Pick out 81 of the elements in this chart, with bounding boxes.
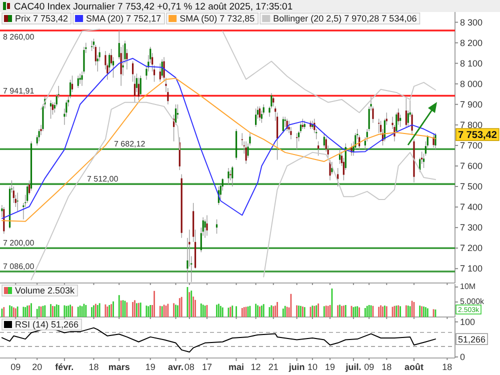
candlestick xyxy=(258,106,261,122)
x-tick-label: févr. xyxy=(55,362,74,372)
ref-line-label: 8 260,00 xyxy=(3,32,35,42)
candlestick xyxy=(432,132,434,148)
candlestick xyxy=(138,77,140,101)
x-tick-label: 10 xyxy=(307,362,318,372)
candlestick xyxy=(338,149,341,164)
candlestick xyxy=(329,159,331,181)
ref-line-label: 7 512,00 xyxy=(87,174,119,184)
y-tick-label: 8 100 xyxy=(460,58,483,68)
candlestick xyxy=(16,192,18,212)
candlestick xyxy=(228,168,230,185)
x-tick-label: 18 xyxy=(88,362,99,372)
x-tick-label: 18 xyxy=(382,362,392,372)
x-tick-label: juil. xyxy=(344,362,362,372)
legend-label: Volume 2.503k xyxy=(15,286,76,296)
ref-line-label: 7 682,12 xyxy=(114,140,146,149)
candlestick xyxy=(204,219,206,238)
x-tick-label: avr. xyxy=(168,362,184,372)
y-tick-label: 0 xyxy=(460,352,466,362)
ref-line-label: 7 086,00 xyxy=(3,262,35,272)
y-tick-label: 8 300 xyxy=(460,17,483,28)
candlestick xyxy=(255,108,257,128)
candlestick xyxy=(296,132,298,150)
x-tick-label: 09 xyxy=(10,362,21,372)
y-tick-label: 7 200 xyxy=(460,243,483,254)
candlestick xyxy=(140,75,142,97)
candlestick xyxy=(323,132,325,148)
y-tick-label: 7 400 xyxy=(460,202,483,212)
ref-line-label: 7 200,00 xyxy=(3,238,35,248)
y-tick-label: 7 100 xyxy=(460,264,483,274)
x-tick-label: 19 xyxy=(325,362,336,372)
candlestick xyxy=(159,62,161,82)
x-tick-label: 20 xyxy=(32,362,42,372)
candlestick xyxy=(50,100,52,120)
legend-label: SMA (50) 7 732,85 xyxy=(180,14,255,24)
candlestick xyxy=(38,128,40,142)
y-tick-label: 7 700 xyxy=(460,140,483,150)
y-tick-label: 7 800 xyxy=(460,120,483,130)
legend-label: Prix 7 753,42 xyxy=(15,14,68,24)
text: 7 753,42 xyxy=(458,130,498,142)
legend-label: Bollinger (20 2,5) 7 970,28 7 534,06 xyxy=(273,14,417,24)
chart-title: CAC40 Index Journalier 7 753,42 +0,71 % 12 août 2025, 17:35:01 xyxy=(14,2,293,12)
y-tick-label: 8 000 xyxy=(460,78,483,89)
y-tick-label: 8 200 xyxy=(460,38,483,48)
candlestick xyxy=(434,132,436,150)
x-tick-label: 12 xyxy=(250,362,261,372)
x-tick-label: juin xyxy=(288,362,305,372)
y-tick-label: 7 300 xyxy=(460,222,483,233)
candlestick xyxy=(52,102,54,115)
candlestick xyxy=(302,118,304,130)
x-tick-label: 09 xyxy=(364,362,374,372)
y-tick-label: 7 600 xyxy=(460,160,483,171)
x-tick-label: mars xyxy=(108,362,130,372)
candlestick xyxy=(282,116,284,134)
legend-label: RSI (14) 51,266 xyxy=(15,320,79,330)
y-tick-label: 5.000k xyxy=(460,297,486,306)
legend-label: SMA (20) 7 752,17 xyxy=(86,14,162,24)
candlestick xyxy=(405,98,407,128)
candlestick xyxy=(245,140,247,164)
y-tick-label: 10M xyxy=(460,282,476,291)
candlestick xyxy=(232,166,234,187)
candlestick xyxy=(26,184,28,204)
x-tick-label: 18 xyxy=(442,362,452,372)
x-tick-label: 21 xyxy=(268,362,278,372)
candlestick xyxy=(77,75,79,88)
y-tick-label: 7 900 xyxy=(460,99,483,110)
candlestick xyxy=(331,162,333,175)
ref-line-label: 7 941,91 xyxy=(3,86,35,96)
x-tick-label: 19 xyxy=(145,362,156,372)
text: 51,266 xyxy=(458,334,486,344)
x-tick-label: mai xyxy=(228,362,244,372)
y-tick-label: 100 xyxy=(460,316,476,327)
x-tick-label: 08 xyxy=(184,362,194,372)
candlestick xyxy=(206,214,208,236)
y-tick-label: 7 500 xyxy=(460,182,483,192)
candlestick xyxy=(337,168,339,187)
x-tick-label: 17 xyxy=(202,362,212,372)
candlestick xyxy=(79,73,81,84)
x-tick-label: août xyxy=(404,362,424,372)
candlestick xyxy=(272,96,274,107)
